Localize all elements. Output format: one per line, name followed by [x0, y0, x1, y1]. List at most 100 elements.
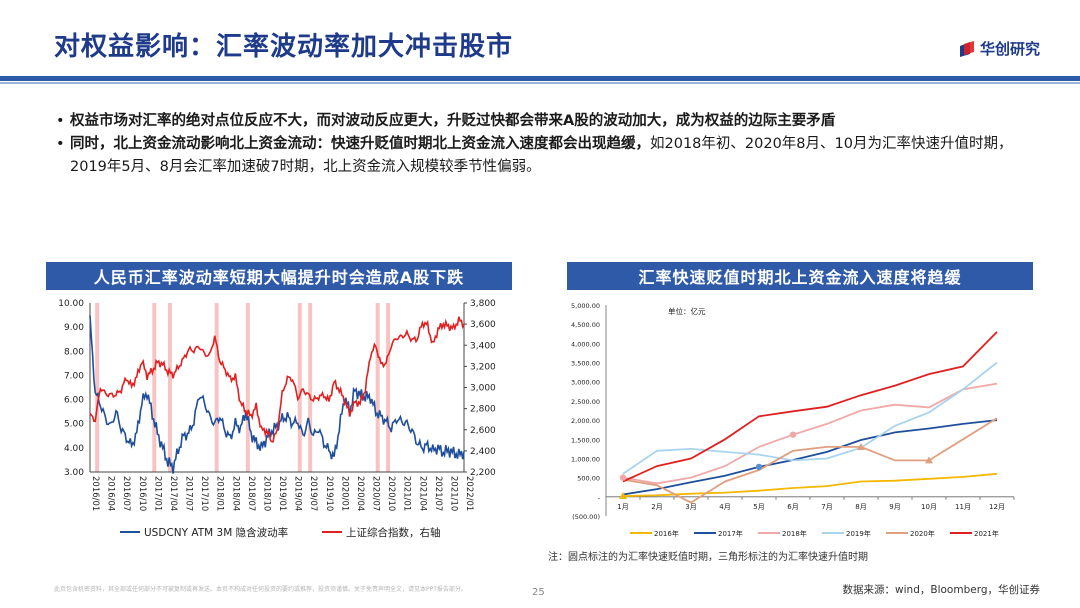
x-tick: 2016/04 — [106, 476, 116, 511]
x-tick-label: 6月 — [787, 503, 798, 511]
x-tick-label: 3月 — [685, 503, 696, 511]
legend-label: 2017年 — [718, 529, 743, 538]
right-tick-label: 3,200 — [470, 362, 496, 372]
x-tick: 2018/04 — [230, 476, 240, 511]
right-tick-label: 2,200 — [470, 468, 496, 478]
x-tick: 2016/07 — [121, 476, 131, 511]
y-tick-label: 1,500.00 — [571, 436, 600, 444]
x-tick-label: 2016/01 — [90, 476, 100, 511]
legend-label: 2018年 — [782, 529, 807, 538]
bullet-list: • 权益市场对汇率的绝对点位反应不大，而对波动反应更大，升贬过快都会带来A股的波… — [56, 110, 1036, 179]
marker-triangle — [619, 492, 627, 500]
x-tick-label: 2016/07 — [121, 476, 131, 511]
marker-triangle — [857, 442, 865, 450]
x-tick: 2021/04 — [417, 476, 427, 511]
left-tick-label: 7.00 — [64, 371, 84, 381]
y-tick-label: 2,000.00 — [571, 417, 600, 425]
legend-label: 2019年 — [846, 529, 871, 538]
x-tick: 2019/01 — [277, 476, 287, 511]
bullet-item: • 同时，北上资金流动影响北上资金流动：快速升贬值时期北上资金流入速度都会出现趋… — [56, 133, 1036, 179]
x-tick-label: 2017/10 — [199, 476, 209, 511]
x-tick: 2017/01 — [152, 476, 162, 511]
x-tick: 2019/04 — [293, 476, 303, 511]
x-tick-label: 2020/01 — [339, 476, 349, 511]
x-tick-label: 2019/07 — [308, 476, 318, 511]
series-line — [622, 419, 998, 496]
left-tick-label: 6.00 — [64, 396, 84, 406]
x-tick: 2022/01 — [464, 476, 474, 511]
legend-label: 2021年 — [974, 529, 999, 538]
right-tick-label: 3,800 — [470, 299, 496, 309]
x-tick-label: 12月 — [989, 503, 1005, 511]
x-tick-label: 2017/07 — [184, 476, 194, 511]
x-tick-label: 8月 — [855, 503, 866, 511]
x-tick: 2019/10 — [324, 476, 334, 511]
right-chart: 5,000.00 4,500.00 4,000.00 3,500.00 3,000.00… — [571, 302, 1015, 538]
x-tick-label: 2019/10 — [324, 476, 334, 511]
bullet-bold-text: 同时，北上资金流动影响北上资金流动：快速升贬值时期北上资金流入速度都会出现趋缓， — [70, 136, 650, 152]
x-tick-label: 2020/04 — [355, 476, 365, 511]
shade-band — [152, 303, 157, 472]
y-tick-label: 2,500.00 — [571, 398, 600, 406]
x-tick: 2017/04 — [168, 476, 178, 511]
x-tick-label: 2017/01 — [152, 476, 162, 511]
x-tick-label: 2016/10 — [137, 476, 147, 511]
left-tick-label: 10.00 — [58, 299, 84, 309]
y-tick-label: 5,000.00 — [571, 302, 600, 310]
y-tick-label: 4,500.00 — [571, 321, 600, 329]
x-tick-label: 11月 — [955, 503, 971, 511]
x-tick: 2017/07 — [184, 476, 194, 511]
right-tick-label: 3,600 — [470, 320, 496, 330]
x-tick-label: 2020/07 — [371, 476, 381, 511]
x-tick: 2020/10 — [386, 476, 396, 511]
x-tick: 2018/07 — [246, 476, 256, 511]
data-source: 数据来源：wind，Bloomberg，华创证券 — [842, 584, 1040, 596]
shade-band — [375, 303, 380, 472]
x-tick: 2017/10 — [199, 476, 209, 511]
x-tick: 2018/10 — [261, 476, 271, 511]
y-tick-label: (500.00) — [572, 513, 600, 521]
right-tick-label: 2,800 — [470, 405, 496, 415]
right-tick-label: 3,000 — [470, 384, 496, 394]
left-tick-label: 3.00 — [64, 468, 84, 478]
x-tick-label: 7月 — [821, 503, 832, 511]
logo-text: 华创研究 — [979, 40, 1040, 58]
x-tick-label: 2019/01 — [277, 476, 287, 511]
header-divider-thin — [0, 82, 1080, 84]
shade-band — [167, 303, 172, 472]
x-tick-label: 2022/01 — [464, 476, 474, 511]
x-tick: 2018/01 — [215, 476, 225, 511]
y-tick-label: 3,500.00 — [571, 360, 600, 368]
x-tick: 2020/04 — [355, 476, 365, 511]
marker-circle — [619, 474, 627, 481]
shade-band — [245, 303, 250, 472]
x-tick: 2021/01 — [402, 476, 412, 511]
right-tick-label: 2,400 — [470, 447, 496, 457]
marker-circle — [755, 463, 763, 471]
x-tick-label: 2020/10 — [386, 476, 396, 511]
x-tick-label: 2021/01 — [402, 476, 412, 511]
bullet-dot: • — [56, 113, 65, 129]
y-tick-label: 3,000.00 — [571, 379, 600, 387]
y-tick-label: 1,000.00 — [571, 455, 600, 463]
x-tick: 2020/01 — [339, 476, 349, 511]
shade-band — [214, 303, 219, 472]
bullet-text: 如2018年初、2020年8月、10月为汇率快速升值时期，2019年5月、8月会… — [70, 136, 1013, 175]
bullet-bold-text: 权益市场对汇率的绝对点位反应不大，而对波动反应更大，升贬过快都会带来A股的波动加… — [70, 113, 836, 129]
legend-label: 2016年 — [654, 529, 679, 538]
page-title: 对权益影响：汇率波动率加大冲击股市 — [54, 32, 514, 62]
unit-label: 单位：亿元 — [668, 306, 706, 316]
left-chart: 10.00 9.00 8.00 7.00 6.00 5.00 4.00 3.00 3,800 3,… — [58, 299, 496, 539]
page-number: 25 — [532, 587, 545, 598]
series-line — [89, 315, 465, 474]
x-tick-label: 10月 — [921, 503, 937, 511]
left-tick-label: 9.00 — [64, 323, 84, 333]
series-line — [622, 417, 998, 504]
series-line — [622, 331, 998, 483]
x-tick-label: 2018/10 — [261, 476, 271, 511]
shade-band — [95, 303, 100, 472]
shade-band — [297, 303, 302, 472]
bullet-dot: • — [56, 136, 65, 152]
x-tick: 2019/07 — [308, 476, 318, 511]
bullet-item: • 权益市场对汇率的绝对点位反应不大，而对波动反应更大，升贬过快都会带来A股的波… — [56, 110, 1036, 133]
